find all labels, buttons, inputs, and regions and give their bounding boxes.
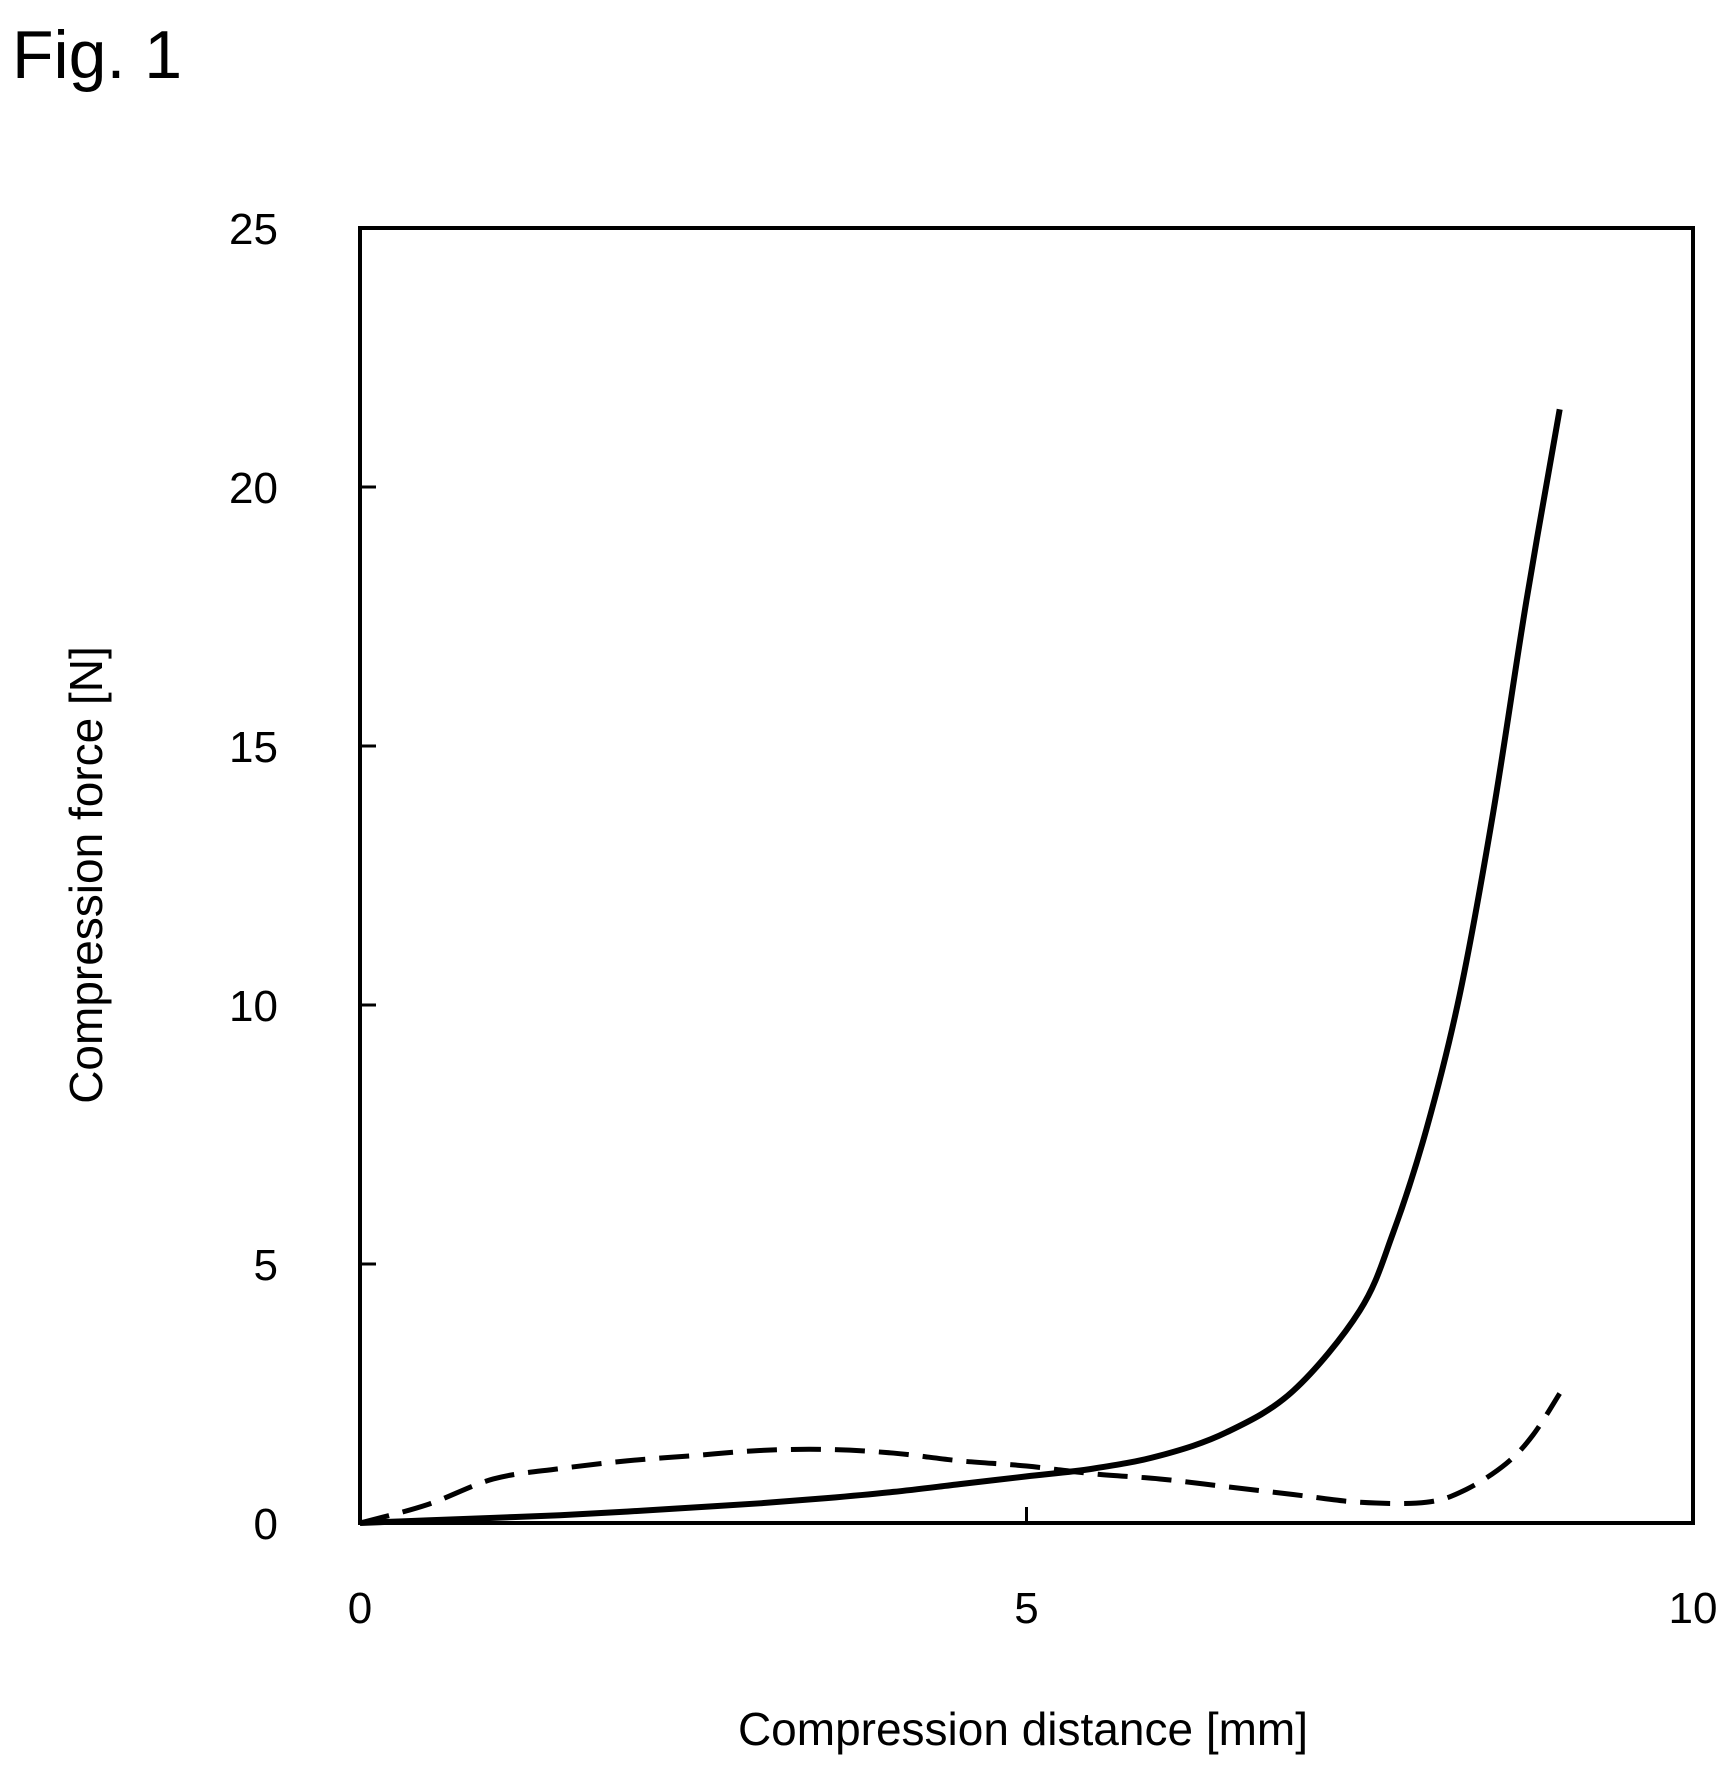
y-tick-label: 10 <box>229 982 278 1031</box>
x-axis-label: Compression distance [mm] <box>738 1703 1308 1755</box>
series-group <box>359 408 1563 1526</box>
dashed-series-line <box>359 1392 1562 1526</box>
y-tick-label: 20 <box>229 464 278 513</box>
y-tick-label: 5 <box>254 1241 278 1290</box>
x-tick-label: 0 <box>348 1584 372 1633</box>
figure-label: Fig. 1 <box>12 17 182 93</box>
plot-frame <box>358 226 1695 1525</box>
tick-labels: 0 5 10 15 20 25 0 5 10 <box>229 205 1717 1633</box>
x-tick-label: 5 <box>1014 1584 1038 1633</box>
y-axis-label: Compression force [N] <box>60 646 112 1104</box>
ticks <box>360 485 1028 1523</box>
x-tick-label: 10 <box>1669 1584 1718 1633</box>
solid-series-line <box>359 408 1563 1526</box>
y-tick-label: 25 <box>229 205 278 254</box>
y-tick-label: 15 <box>229 723 278 772</box>
y-tick-label: 0 <box>254 1500 278 1549</box>
